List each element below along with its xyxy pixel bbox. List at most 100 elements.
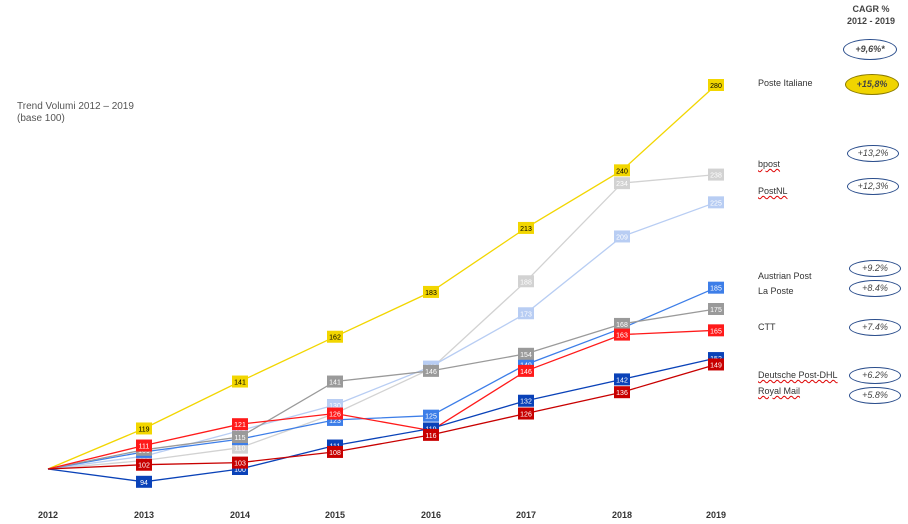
cagr-badge-la-poste: +8.4% <box>849 280 901 297</box>
cagr-badge-poste-italiane: +15,8% <box>845 74 899 95</box>
data-label-box <box>708 358 724 371</box>
data-label-text: 240 <box>616 168 628 175</box>
data-label-austrian-post: 185 <box>708 281 724 294</box>
data-label-box <box>614 328 630 341</box>
data-label-ctt: 163 <box>614 328 630 341</box>
data-label-la-poste: 175 <box>708 303 724 315</box>
data-label-text: 165 <box>710 328 722 335</box>
data-label-royal-mail: 116 <box>423 428 439 441</box>
data-label-royal-mail: 103 <box>232 456 248 469</box>
x-tick-label: 2015 <box>325 510 345 520</box>
chart-title: Trend Volumi 2012 – 2019 (base 100) <box>17 101 134 125</box>
data-label-text: 136 <box>616 390 628 397</box>
data-label-box <box>327 375 343 388</box>
data-label-box <box>708 281 724 294</box>
chart-title-line1: Trend Volumi 2012 – 2019 <box>17 101 134 112</box>
data-label-box <box>136 475 152 488</box>
data-label-postnl: 173 <box>518 307 534 320</box>
data-label-la-poste: 154 <box>518 347 534 360</box>
data-label-box <box>327 445 343 458</box>
data-label-postnl: 209 <box>614 230 630 243</box>
data-label-text: 225 <box>710 200 722 207</box>
cagr-header: CAGR % 2012 - 2019 <box>843 3 899 27</box>
data-label-poste-italiane: 183 <box>423 285 439 298</box>
cagr-badge-deutsche-post-dhl: +6.2% <box>849 367 901 384</box>
series-line-deutsche-post-dhl <box>47 357 717 483</box>
data-label-poste-italiane: 162 <box>327 330 343 343</box>
data-label-text: 142 <box>616 377 628 384</box>
cagr-header-period: 2012 - 2019 <box>846 16 896 26</box>
data-label-text: 168 <box>616 322 628 329</box>
data-label-ctt: 165 <box>708 324 724 337</box>
data-label-text: 126 <box>520 412 532 419</box>
data-label-box <box>518 307 534 320</box>
data-label-deutsche-post-dhl: 94 <box>136 475 152 488</box>
cagr-header-label: CAGR % <box>852 4 890 14</box>
data-label-royal-mail: 102 <box>136 458 152 471</box>
data-label-text: 141 <box>329 380 341 387</box>
cagr-badge-royal-mail: +5.8% <box>849 387 901 404</box>
data-label-box <box>518 347 534 360</box>
data-label-box <box>518 221 534 234</box>
data-label-text: 183 <box>425 290 437 297</box>
series-line-austrian-post <box>47 287 717 470</box>
series-line-royal-mail <box>47 363 717 470</box>
data-label-text: 108 <box>329 450 341 457</box>
series-name-royal-mail: Royal Mail <box>758 386 801 396</box>
data-label-la-poste: 146 <box>423 364 439 377</box>
series-line-la-poste <box>47 308 717 470</box>
series-name-postnl: PostNL <box>758 186 788 196</box>
data-label-austrian-post: 125 <box>423 409 439 422</box>
data-label-box <box>708 79 724 91</box>
chart-title-line2: (base 100) <box>17 113 65 124</box>
data-label-text: 110 <box>234 446 245 453</box>
series-line-postnl <box>47 201 717 470</box>
data-label-text: 115 <box>234 435 245 442</box>
data-label-box <box>232 375 248 388</box>
data-label-ctt: 146 <box>518 364 534 377</box>
data-label-text: 121 <box>234 422 246 429</box>
data-label-postnl: 225 <box>708 196 724 209</box>
data-label-box <box>423 428 439 441</box>
x-tick-label: 2013 <box>134 510 154 520</box>
data-label-poste-italiane: 141 <box>232 375 248 388</box>
data-label-la-poste: 141 <box>327 375 343 388</box>
series-name-la-poste: La Poste <box>758 286 794 296</box>
data-label-ctt: 126 <box>327 407 343 420</box>
series-name-austrian-post: Austrian Post <box>758 271 812 281</box>
data-label-text: 213 <box>520 226 532 233</box>
x-tick-label: 2014 <box>230 510 250 520</box>
data-label-box <box>423 409 439 422</box>
data-label-text: 141 <box>234 380 246 387</box>
x-tick-label: 2016 <box>421 510 441 520</box>
cagr-badge-austrian-post: +9.2% <box>849 260 901 277</box>
data-label-text: 234 <box>616 181 628 188</box>
data-label-text: 238 <box>710 173 722 180</box>
series-line-poste-italiane <box>47 84 717 470</box>
data-label-box <box>423 285 439 298</box>
cagr-overall-badge: +9,6%* <box>843 39 897 60</box>
data-label-box <box>708 324 724 337</box>
data-label-la-poste: 168 <box>614 317 630 330</box>
data-label-box <box>708 303 724 315</box>
data-label-ctt: 121 <box>232 418 248 431</box>
data-label-text: 146 <box>425 369 437 376</box>
data-label-box <box>614 164 630 177</box>
data-label-box <box>232 418 248 431</box>
data-label-text: 146 <box>520 369 532 376</box>
data-label-box <box>518 364 534 377</box>
data-label-text: 123 <box>329 418 341 425</box>
data-label-box <box>614 386 630 399</box>
data-label-bpost: 188 <box>518 275 534 288</box>
data-label-text: 154 <box>520 352 532 359</box>
data-label-royal-mail: 149 <box>708 358 724 371</box>
data-label-box <box>327 330 343 343</box>
data-label-text: 103 <box>234 461 246 468</box>
data-label-text: 175 <box>710 307 722 314</box>
data-label-text: 185 <box>710 286 722 293</box>
series-line-ctt <box>47 329 717 470</box>
data-label-bpost: 234 <box>614 177 630 190</box>
series-line-bpost <box>47 173 717 470</box>
x-tick-label: 2018 <box>612 510 632 520</box>
data-label-text: 119 <box>138 426 149 433</box>
